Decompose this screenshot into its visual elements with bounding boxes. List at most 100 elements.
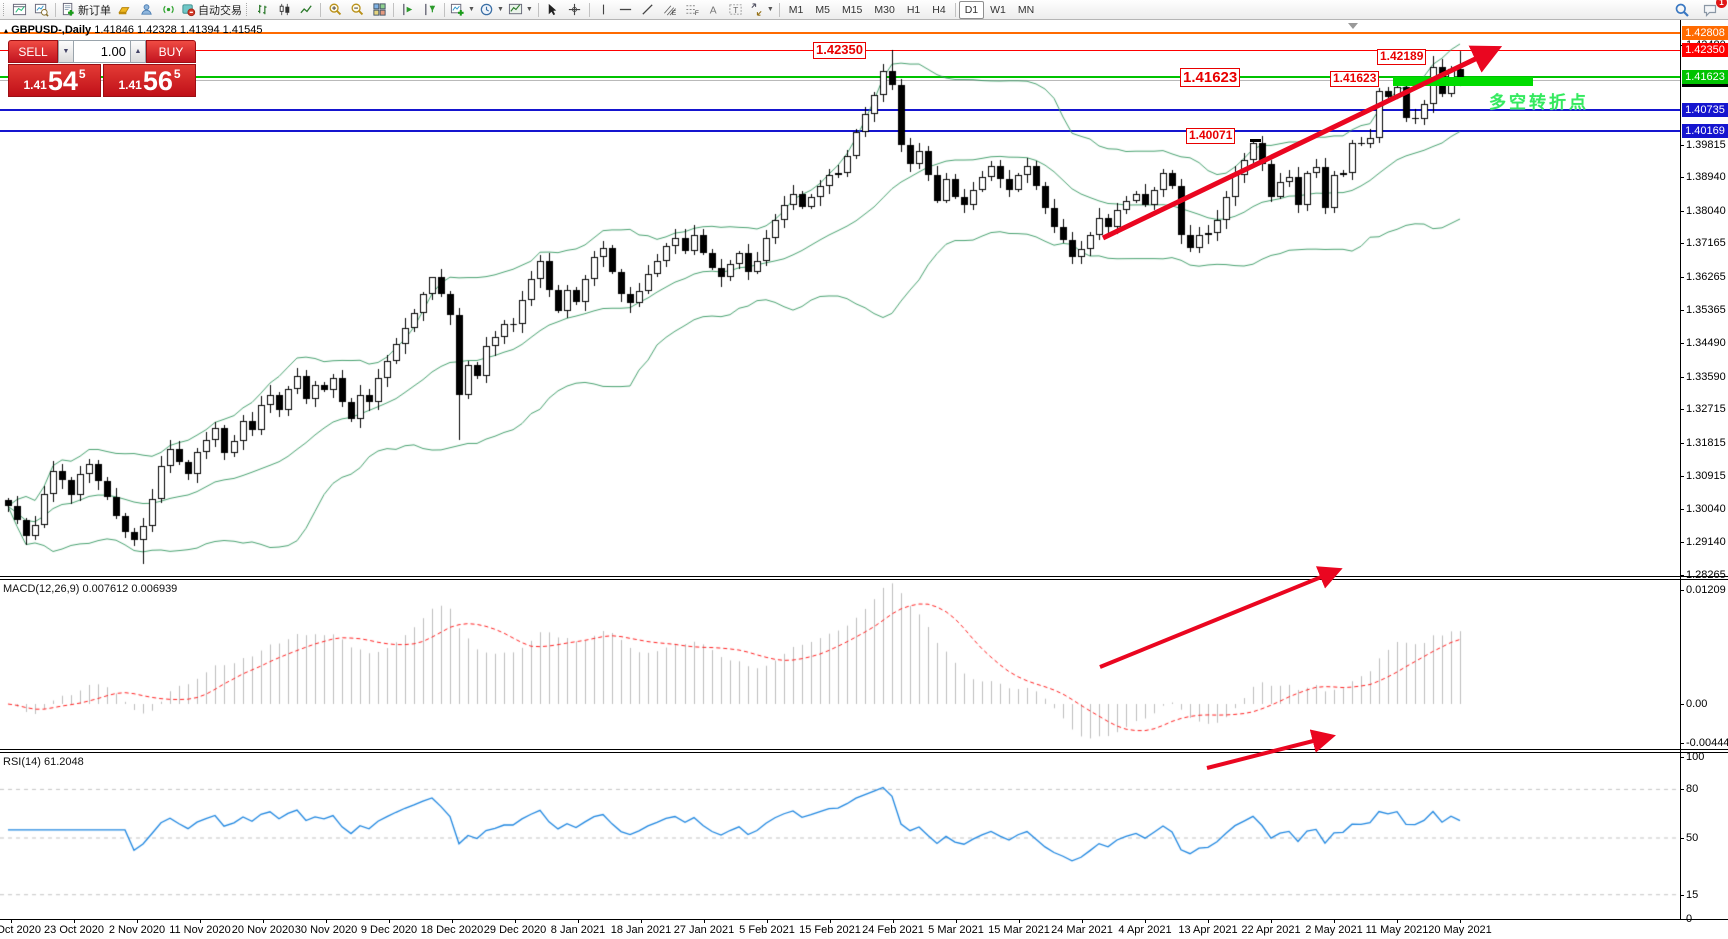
profile-button[interactable]	[30, 1, 52, 19]
date-tick-mark	[11, 920, 12, 923]
hline-price-badge: 1.42350	[1682, 43, 1728, 58]
axis-price-label: 1.38040	[1686, 204, 1726, 217]
axis-price-label: 1.32715	[1686, 403, 1726, 416]
gold-button[interactable]	[113, 1, 135, 19]
toolbar-grip	[3, 3, 6, 16]
window-marker-icon: ▴	[4, 26, 9, 35]
dropdown-caret: ▼	[525, 6, 533, 13]
community-button[interactable]	[135, 1, 157, 19]
timeframe-button-m5[interactable]: M5	[815, 3, 830, 16]
text-button[interactable]: A	[703, 1, 725, 19]
search-button[interactable]	[1671, 1, 1693, 19]
buy-button[interactable]: BUY	[146, 40, 196, 63]
new-order-icon	[62, 2, 74, 16]
lot-decrease-button[interactable]: ▼	[58, 40, 74, 63]
pane-divider[interactable]	[0, 576, 1728, 577]
buy-price-button[interactable]: 1.41 56 5	[103, 64, 196, 97]
autotrading-label: 自动交易	[198, 4, 242, 17]
vertical-line-button[interactable]	[593, 1, 615, 19]
buy-price-prefix: 1.41	[118, 78, 142, 92]
lot-increase-button[interactable]: ▲	[130, 40, 146, 63]
date-tick-mark	[1460, 920, 1461, 923]
date-tick-mark	[956, 920, 957, 923]
axis-tick-mark	[1680, 476, 1684, 478]
pane-divider[interactable]	[0, 752, 1728, 753]
timeframe-button-h1[interactable]: H1	[906, 3, 921, 16]
chart-shift-button[interactable]	[397, 1, 419, 19]
chart-shift-icon	[402, 3, 412, 16]
rsi-axis-label: 80	[1686, 783, 1699, 796]
highlight-bar-object[interactable]	[1393, 77, 1533, 86]
equidistant-channel-button[interactable]: E	[659, 1, 681, 19]
price-annotation-label[interactable]: 1.42350	[813, 42, 866, 59]
templates-button[interactable]: ▼	[506, 1, 535, 19]
timeframe-button-w1[interactable]: W1	[990, 3, 1006, 16]
periods-button[interactable]: ▼	[477, 1, 506, 19]
timeframe-group: M1 M5 M15 M30 H1 H4 D1 W1 MN	[783, 0, 1040, 19]
rsi-label: RSI(14) 61.2048	[3, 756, 84, 768]
gold-bar-icon	[118, 7, 130, 15]
auto-scroll-button[interactable]	[419, 1, 441, 19]
macd-axis-label: -0.004446	[1686, 737, 1728, 749]
chat-bubble-icon	[1703, 4, 1717, 17]
lot-size-input[interactable]	[74, 40, 130, 63]
scroll-to-end-marker[interactable]	[1348, 23, 1358, 29]
date-tick-mark	[452, 920, 453, 923]
sell-button[interactable]: SELL	[8, 40, 58, 63]
price-annotation-label[interactable]: 1.41623	[1180, 68, 1241, 88]
date-tick-mark	[1019, 920, 1020, 923]
price-annotation-label[interactable]: 1.41623	[1330, 71, 1380, 87]
shapes-arrows-button[interactable]: ▼	[747, 1, 776, 19]
date-label: 4 Apr 2021	[1118, 924, 1172, 936]
cursor-button[interactable]	[542, 1, 564, 19]
pane-divider[interactable]	[0, 579, 1728, 580]
timeframe-button-m15[interactable]: M15	[841, 3, 863, 16]
line-chart-mode-button[interactable]	[295, 1, 317, 19]
timeframe-button-mn[interactable]: MN	[1017, 3, 1035, 16]
sell-price-button[interactable]: 1.41 54 5	[8, 64, 101, 97]
axis-price-label: 1.39815	[1686, 138, 1726, 151]
svg-text:A: A	[710, 5, 717, 16]
mini-trendline-object[interactable]	[1250, 139, 1261, 142]
date-label: 20 May 2021	[1428, 924, 1492, 936]
timeframe-button-m30[interactable]: M30	[874, 3, 895, 16]
crosshair-button[interactable]	[564, 1, 586, 19]
notifications-button[interactable]: 1	[1699, 0, 1727, 19]
horizontal-line-button[interactable]	[615, 1, 637, 19]
timeframe-button-m1[interactable]: M1	[788, 3, 804, 16]
autotrading-button[interactable]: 自动交易	[179, 1, 244, 19]
trendline-button[interactable]	[637, 1, 659, 19]
candle-chart-mode-button[interactable]	[273, 1, 295, 19]
timeframe-button-h4[interactable]: H4	[932, 3, 946, 16]
zoom-in-button[interactable]	[324, 1, 346, 19]
ohlc-values: 1.41846 1.42328 1.41394 1.41545	[94, 24, 263, 36]
profile-chart-icon	[34, 3, 49, 17]
zoom-out-button[interactable]	[346, 1, 368, 19]
svg-text:T: T	[733, 5, 738, 15]
separator	[778, 2, 780, 17]
indicators-button[interactable]: ▼	[448, 1, 477, 19]
signals-button[interactable]	[157, 1, 179, 19]
cn-annotation-text[interactable]: 多空转折点	[1489, 93, 1589, 112]
tile-windows-button[interactable]	[368, 1, 390, 19]
axis-tick-mark	[1680, 276, 1684, 278]
hline-price-badge: 1.40169	[1682, 124, 1728, 139]
price-annotation-label[interactable]: 1.42189	[1377, 49, 1427, 65]
sell-price-big: 54	[47, 66, 78, 96]
notification-badge: 1	[1716, 0, 1727, 8]
text-label-icon: T	[729, 4, 742, 15]
axis-price-label: 1.31815	[1686, 436, 1726, 449]
separator	[320, 2, 321, 17]
chart-window-button[interactable]	[8, 1, 30, 19]
fibonacci-button[interactable]: F	[681, 1, 703, 19]
templates-icon	[508, 3, 522, 15]
separator	[537, 2, 539, 17]
pane-divider[interactable]	[0, 749, 1728, 750]
price-annotation-label[interactable]: 1.40071	[1186, 128, 1236, 144]
toolbar: 新订单 自动交易	[0, 0, 1728, 20]
new-order-button[interactable]: 新订单	[59, 1, 113, 19]
bar-chart-mode-button[interactable]	[251, 1, 273, 19]
timeframe-button-d1[interactable]: D1	[958, 0, 985, 19]
text-label-button[interactable]: T	[725, 1, 747, 19]
